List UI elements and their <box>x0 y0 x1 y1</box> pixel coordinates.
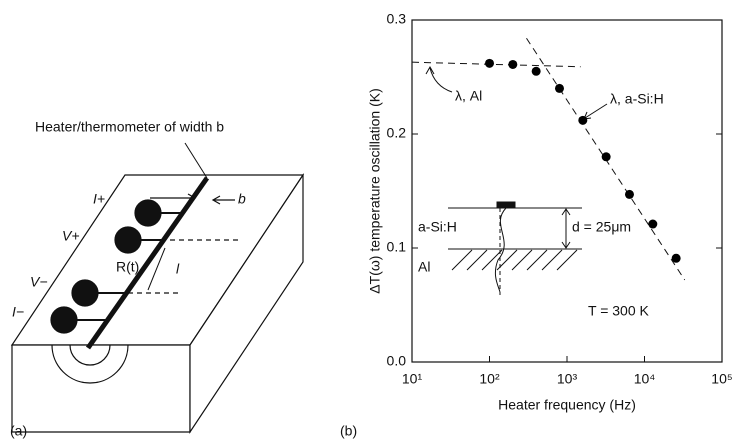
y-tick-label: 0.2 <box>387 125 407 141</box>
data-point <box>624 189 634 199</box>
panel-label: (a) <box>10 423 27 439</box>
fit-line <box>411 61 581 68</box>
plot-frame <box>411 19 723 363</box>
resistance: R(t) <box>116 259 139 275</box>
y-tick-label: 0.1 <box>387 239 407 255</box>
annotation: λ, Al <box>455 88 482 104</box>
length-label: l <box>176 261 180 277</box>
y-tick-label: 0.0 <box>387 353 407 369</box>
data-point <box>578 115 588 125</box>
heater-label: Heater/thermometer of width b <box>35 119 224 135</box>
data-point <box>485 58 494 68</box>
annotation: d = 25μm <box>572 219 631 235</box>
data-point <box>648 219 658 229</box>
data-point <box>671 253 681 263</box>
current-plus: I+ <box>93 191 105 207</box>
y-tick-label: 0.3 <box>387 11 407 27</box>
data-point <box>601 152 611 162</box>
voltage-minus: V− <box>30 274 48 290</box>
annotation: λ, a-Si:H <box>610 91 664 107</box>
voltage-plus: V+ <box>62 228 80 244</box>
data-point <box>531 66 541 76</box>
x-tick-label: 10⁴ <box>634 371 656 387</box>
width-label: b <box>238 191 246 207</box>
current-minus: I− <box>12 304 24 320</box>
y-axis-label: ΔT(ω) temperature oscillation (K) <box>367 88 383 293</box>
panel-label: (b) <box>340 423 357 439</box>
device-sketch <box>10 142 305 434</box>
x-axis-label: Heater frequency (Hz) <box>498 397 636 413</box>
inset-sketch <box>425 65 608 295</box>
x-tick-label: 10¹ <box>402 371 423 387</box>
data-point <box>508 59 518 69</box>
data-point <box>554 83 564 93</box>
annotation: T = 300 K <box>588 303 650 319</box>
annotation: a-Si:H <box>418 219 457 235</box>
annotation: Al <box>418 259 430 275</box>
x-tick-label: 10³ <box>557 371 578 387</box>
x-tick-label: 10² <box>479 371 500 387</box>
x-tick-label: 10⁵ <box>711 371 732 387</box>
